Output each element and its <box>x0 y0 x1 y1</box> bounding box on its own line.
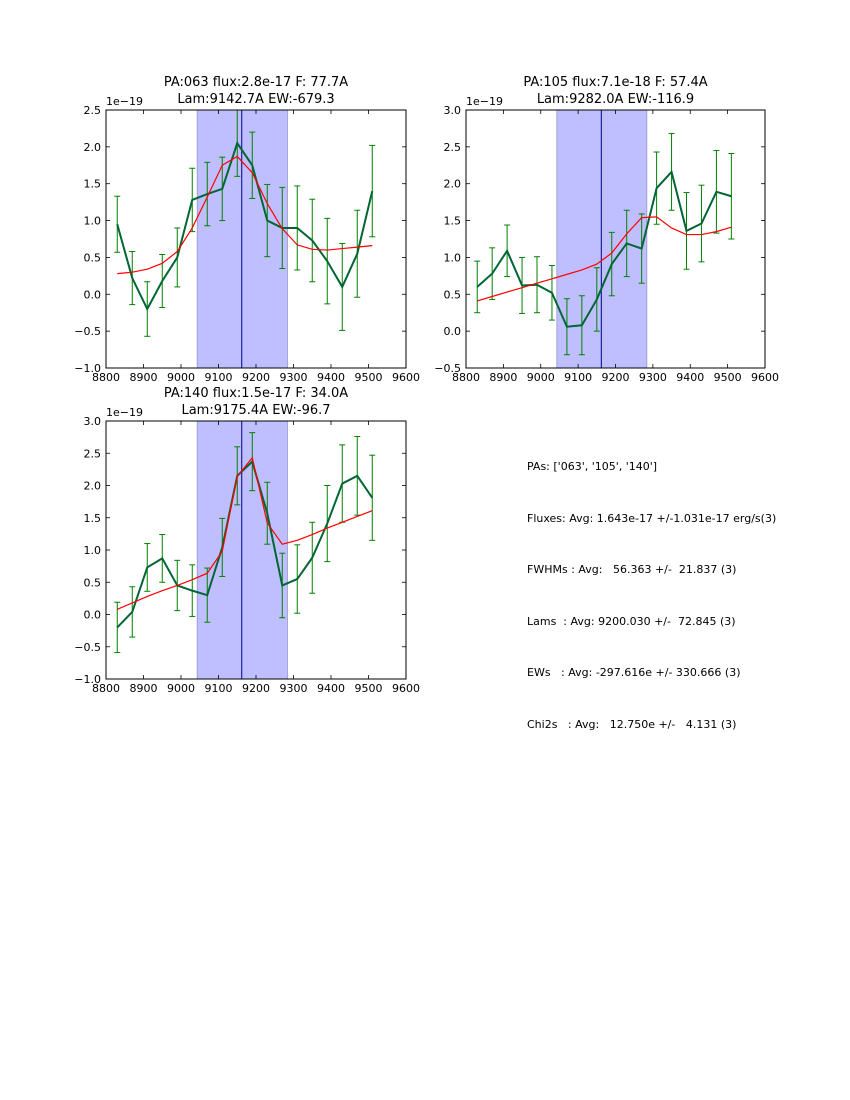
y-tick-label: 2.0 <box>84 480 102 493</box>
x-tick-label: 9000 <box>527 371 555 384</box>
x-tick-label: 9200 <box>242 371 270 384</box>
summary-fwhms: FWHMs : Avg: 56.363 +/- 21.837 (3) <box>527 563 737 577</box>
x-tick-label: 9300 <box>280 682 308 695</box>
x-tick-label: 9200 <box>602 371 630 384</box>
y-tick-label: 1.0 <box>84 544 102 557</box>
x-tick-label: 9600 <box>392 682 420 695</box>
y-tick-label: −0.5 <box>434 362 461 375</box>
y-tick-label: 0.5 <box>84 576 102 589</box>
y-tick-label: 1.0 <box>84 215 102 228</box>
x-tick-label: 8800 <box>92 371 120 384</box>
chart-panel-1: 8800 8900 9000 9100 9200 9300 9400 9500 9600 −1.0… <box>74 75 420 384</box>
x-tick-label: 9300 <box>639 371 667 384</box>
fit-series-line <box>117 155 373 275</box>
chart-title: PA:140 flux:1.5e-17 F: 34.0A <box>164 386 348 401</box>
plot-area <box>474 133 735 356</box>
summary-ews: EWs : Avg: -297.616e +/- 330.666 (3) <box>527 666 741 680</box>
chart-subtitle: Lam:9282.0A EW:-116.9 <box>537 92 694 107</box>
data-series-line <box>116 140 374 312</box>
y-tick-label: 2.5 <box>84 104 102 117</box>
y-tick-label: 3.0 <box>444 104 462 117</box>
x-tick-label: 9200 <box>242 682 270 695</box>
x-tick-label: 9400 <box>317 371 345 384</box>
fit-series-line <box>477 216 732 302</box>
x-tick-label: 8900 <box>130 371 158 384</box>
x-tick-label: 9100 <box>564 371 592 384</box>
x-tick-label: 8800 <box>92 682 120 695</box>
x-tick-label: 9500 <box>714 371 742 384</box>
x-tick-label: 9400 <box>317 682 345 695</box>
x-tick-label: 9400 <box>676 371 704 384</box>
plot-area <box>114 110 376 337</box>
y-tick-label: −1.0 <box>74 673 101 686</box>
x-tick-label: 9000 <box>167 371 195 384</box>
y-offset-label: 1e−19 <box>106 406 143 419</box>
y-tick-label: 0.5 <box>444 288 462 301</box>
x-tick-label: 8900 <box>130 682 158 695</box>
x-tick-label: 9300 <box>280 371 308 384</box>
x-tick-label: 9500 <box>355 371 383 384</box>
summary-lams: Lams : Avg: 9200.030 +/- 72.845 (3) <box>527 614 736 628</box>
y-tick-label: −0.5 <box>74 325 101 338</box>
chart-panel-2: 8800 8900 9000 9100 9200 9300 9400 9500 9600 −0.5… <box>434 75 779 384</box>
y-tick-label: 2.5 <box>444 141 462 154</box>
x-tick-label: 9100 <box>205 371 233 384</box>
x-tick-label: 8800 <box>452 371 480 384</box>
summary-chi2s: Chi2s : Avg: 12.750e +/- 4.131 (3) <box>527 717 737 731</box>
data-series-line <box>476 169 732 328</box>
chart-subtitle: Lam:9142.7A EW:-679.3 <box>177 92 334 107</box>
y-tick-label: 2.0 <box>444 178 462 191</box>
x-tick-label: 8900 <box>489 371 517 384</box>
error-bar <box>474 260 481 314</box>
line-window-band <box>196 109 288 369</box>
summary-pas: PAs: ['063', '105', '140'] <box>527 460 658 473</box>
data-series-line <box>116 459 374 629</box>
y-tick-label: 3.0 <box>84 415 102 428</box>
y-tick-label: 0.0 <box>444 325 462 338</box>
summary-panel: PAs: ['063', '105', '140'] Fluxes: Avg: … <box>527 434 776 757</box>
y-tick-label: 0.0 <box>84 609 102 622</box>
y-tick-label: 0.5 <box>84 251 102 264</box>
line-window-band <box>556 109 648 369</box>
chart-subtitle: Lam:9175.4A EW:-96.7 <box>181 403 330 418</box>
y-offset-label: 1e−19 <box>466 95 503 108</box>
fit-series-line <box>117 456 373 610</box>
y-tick-label: −0.5 <box>74 641 101 654</box>
summary-fluxes: Fluxes: Avg: 1.643e-17 +/-1.031e-17 erg/… <box>527 511 777 525</box>
y-tick-label: 2.0 <box>84 141 102 154</box>
y-tick-label: 1.5 <box>444 215 462 228</box>
x-tick-label: 9000 <box>167 682 195 695</box>
x-tick-label: 9100 <box>205 682 233 695</box>
chart-title: PA:063 flux:2.8e-17 F: 77.7A <box>164 75 348 90</box>
x-tick-label: 9500 <box>355 682 383 695</box>
x-tick-label: 9600 <box>392 371 420 384</box>
y-offset-label: 1e−19 <box>106 95 143 108</box>
line-window-band <box>196 420 288 680</box>
y-tick-label: 1.5 <box>84 178 102 191</box>
y-tick-label: 1.5 <box>84 512 102 525</box>
y-tick-label: 1.0 <box>444 251 462 264</box>
y-tick-label: 0.0 <box>84 288 102 301</box>
chart-title: PA:105 flux:7.1e-18 F: 57.4A <box>523 75 707 90</box>
chart-panel-3: 8800 8900 9000 9100 9200 9300 9400 9500 9600 −1.0… <box>74 386 420 695</box>
y-tick-label: 2.5 <box>84 447 102 460</box>
y-tick-label: −1.0 <box>74 362 101 375</box>
x-tick-label: 9600 <box>751 371 779 384</box>
plot-area <box>114 432 376 654</box>
